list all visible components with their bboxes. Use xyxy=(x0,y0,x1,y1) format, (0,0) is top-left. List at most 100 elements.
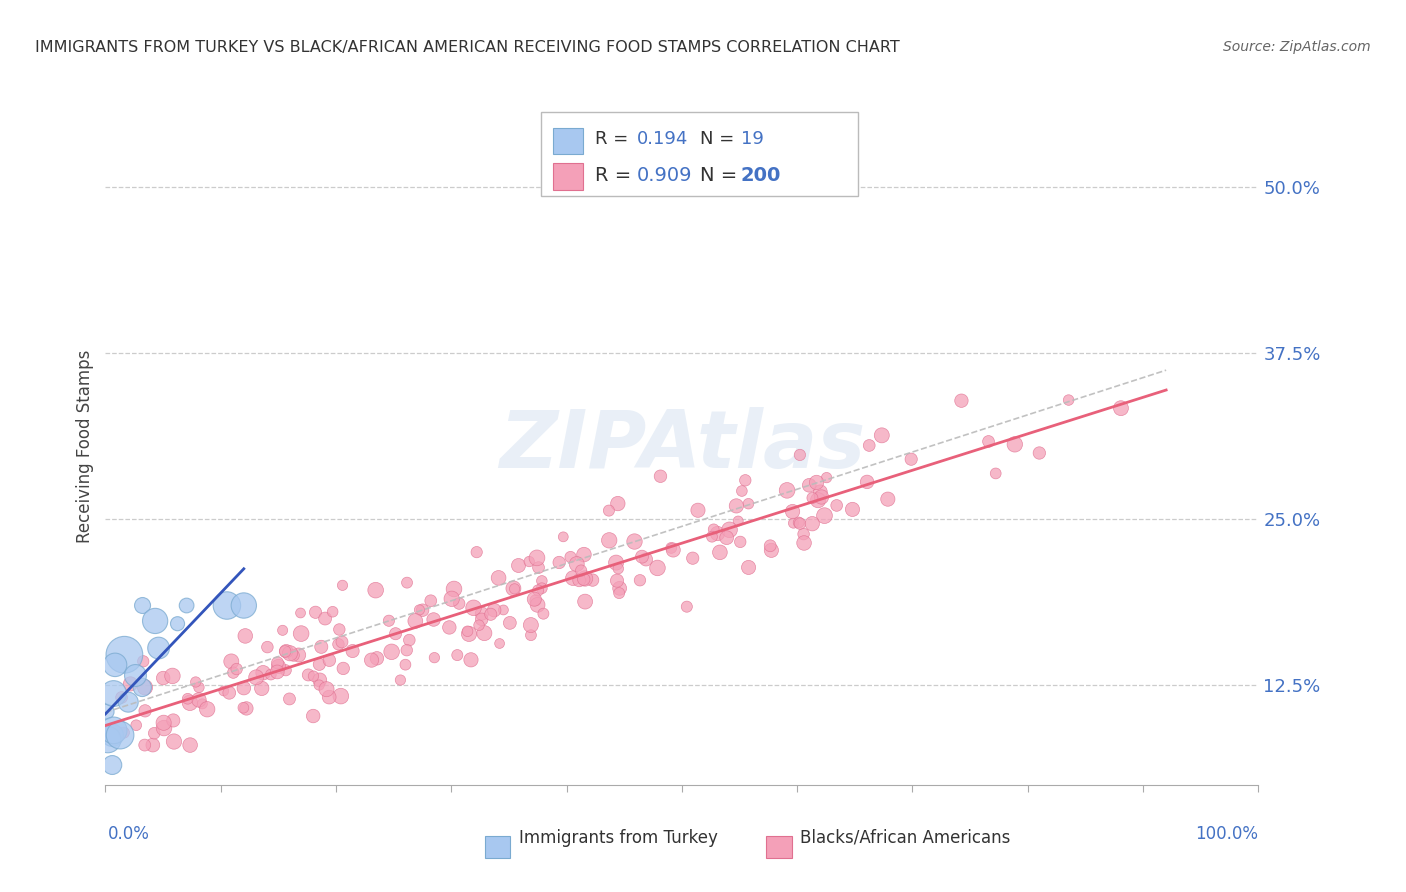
Point xyxy=(503,582,526,596)
Point xyxy=(103,687,125,701)
Point xyxy=(700,530,723,544)
Point xyxy=(283,648,305,663)
Point xyxy=(526,598,548,612)
Point xyxy=(191,697,214,711)
Point xyxy=(302,709,325,723)
Text: 0.194: 0.194 xyxy=(637,130,689,148)
Point xyxy=(131,681,153,695)
Point xyxy=(245,670,267,684)
Point xyxy=(789,448,811,462)
Point xyxy=(308,657,330,672)
Point xyxy=(581,573,603,587)
Point xyxy=(276,644,298,658)
Point xyxy=(97,732,120,747)
Point xyxy=(318,690,340,705)
Point xyxy=(562,571,585,585)
Point xyxy=(458,627,481,641)
Point xyxy=(605,556,627,570)
Point xyxy=(250,681,273,696)
Point xyxy=(977,434,1000,449)
Point xyxy=(1057,392,1080,407)
Point xyxy=(787,516,810,530)
Point xyxy=(488,636,510,650)
Point xyxy=(659,541,682,555)
Point xyxy=(523,592,546,607)
Point xyxy=(530,581,553,595)
Point xyxy=(110,690,132,705)
Point xyxy=(252,665,274,680)
Point xyxy=(530,574,553,588)
Point xyxy=(131,599,153,613)
Point xyxy=(315,682,337,697)
Point xyxy=(225,662,247,676)
Point xyxy=(166,616,188,631)
Point xyxy=(647,561,669,575)
Point xyxy=(730,535,752,549)
Point xyxy=(984,467,1007,481)
Point xyxy=(266,656,288,670)
Point xyxy=(404,614,426,628)
Point xyxy=(734,473,756,487)
Point xyxy=(572,572,595,586)
Point xyxy=(731,483,754,498)
Point xyxy=(342,644,364,658)
Point xyxy=(314,611,336,625)
Point xyxy=(153,721,176,735)
Point xyxy=(389,673,412,687)
Point xyxy=(488,571,510,585)
Point xyxy=(520,618,543,632)
Point xyxy=(737,560,759,574)
Point xyxy=(232,599,254,613)
Text: R =: R = xyxy=(595,130,634,148)
Point xyxy=(328,637,350,651)
Point xyxy=(598,503,620,517)
Point xyxy=(103,723,125,738)
Point xyxy=(384,626,406,640)
Point xyxy=(650,469,672,483)
Point xyxy=(422,613,444,627)
Point xyxy=(782,516,804,530)
Point xyxy=(446,648,468,662)
Point xyxy=(560,549,582,564)
Point xyxy=(782,504,804,518)
Point xyxy=(271,624,294,638)
Point xyxy=(290,626,312,640)
Point xyxy=(675,599,697,614)
Point xyxy=(328,623,350,637)
Point xyxy=(318,653,340,667)
Point xyxy=(232,681,254,695)
Point xyxy=(260,667,283,681)
Point xyxy=(682,551,704,566)
Point xyxy=(148,641,170,656)
Point xyxy=(479,607,502,622)
Point xyxy=(104,657,127,672)
Point xyxy=(142,738,165,752)
Point xyxy=(606,574,628,588)
Point xyxy=(709,545,731,559)
Point xyxy=(143,726,166,740)
Text: 100.0%: 100.0% xyxy=(1195,825,1258,843)
Point xyxy=(108,728,131,742)
Point xyxy=(870,428,893,442)
Point xyxy=(793,527,815,541)
Point xyxy=(134,704,156,718)
Point xyxy=(311,640,333,654)
Point xyxy=(527,583,550,598)
Point xyxy=(162,714,184,728)
Point xyxy=(471,612,494,626)
Point xyxy=(841,502,863,516)
Point xyxy=(101,758,124,772)
Point xyxy=(482,603,505,617)
Point xyxy=(267,659,290,673)
Point xyxy=(364,583,387,598)
Text: N =: N = xyxy=(700,130,740,148)
Point xyxy=(703,522,725,536)
Point xyxy=(235,701,257,715)
Point xyxy=(759,539,782,553)
Point xyxy=(395,643,418,657)
Point xyxy=(607,586,630,600)
Point xyxy=(96,705,118,719)
Point xyxy=(398,633,420,648)
Point xyxy=(801,491,824,505)
Point xyxy=(215,599,238,613)
